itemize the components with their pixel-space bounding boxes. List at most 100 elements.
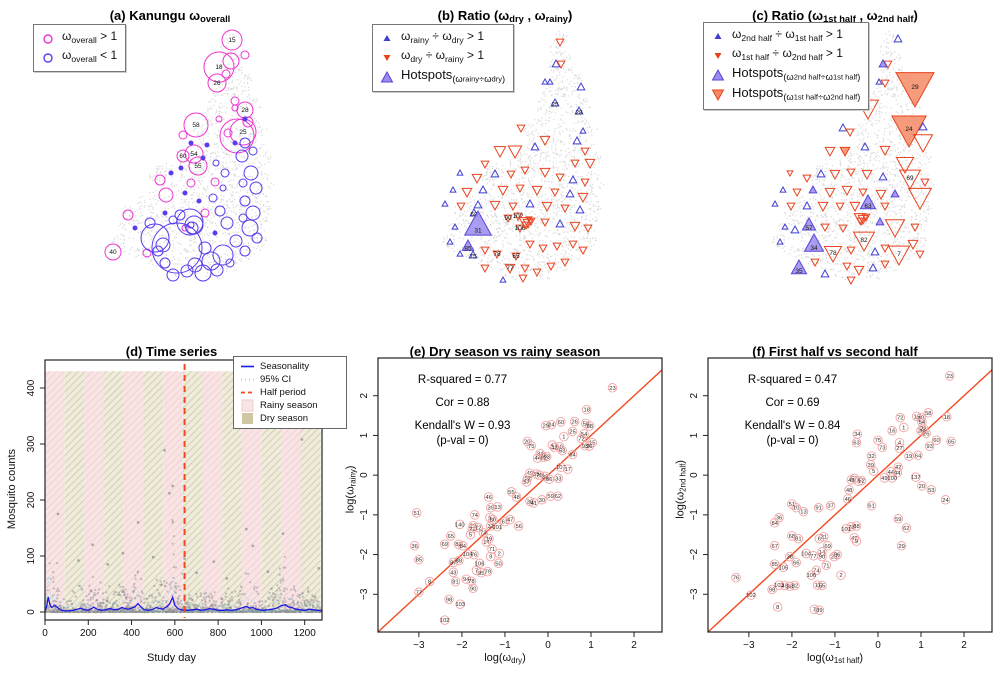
map-triangle <box>555 218 565 228</box>
map-triangle <box>790 258 808 275</box>
map-triangle <box>880 260 890 270</box>
scatter-point <box>525 496 535 507</box>
scatter-point-label: 69 <box>824 544 830 550</box>
map-bubble <box>239 137 251 149</box>
scatter-point <box>481 537 492 547</box>
scatter-point-label: 104 <box>801 551 811 557</box>
scatter-point <box>887 425 897 436</box>
scatter-point <box>473 522 484 533</box>
map-triangle <box>530 141 540 151</box>
map-triangle <box>463 209 493 236</box>
scatter-point <box>465 529 476 540</box>
kendalls-w-value: Kendall's W = 0.93 <box>414 420 511 432</box>
scatter-point <box>901 523 912 533</box>
map-triangle <box>480 264 490 274</box>
scatter-point-label: 3 <box>857 479 860 485</box>
scatter-point <box>563 464 573 474</box>
scatter-point <box>556 417 566 427</box>
map-triangle <box>880 244 890 254</box>
x-tick-label: −3 <box>413 640 425 651</box>
scatter-point <box>825 500 836 511</box>
map-triangle <box>538 244 548 254</box>
scatter-point-label: 94 <box>894 471 901 477</box>
map-triangle <box>786 170 794 178</box>
scatter-point <box>547 440 558 450</box>
scatter-point-label: 87 <box>450 561 456 567</box>
map-bubble <box>212 244 234 266</box>
plot-border <box>44 359 323 621</box>
map-bubble <box>183 112 209 138</box>
map-triangle <box>859 193 877 210</box>
map-triangle <box>456 168 464 176</box>
scatter-point <box>545 491 556 501</box>
scatter-point <box>806 570 817 580</box>
scatter-point-label: 75 <box>528 444 534 450</box>
scatter-point <box>500 516 510 527</box>
scatter-point-label: 84 <box>460 544 467 550</box>
scatter-point-label: 100 <box>887 476 897 482</box>
scatter-point <box>544 474 555 484</box>
legend-item: ωoverall > 1 <box>40 29 117 48</box>
scatter-point-label: 22 <box>470 524 476 530</box>
scatter-point-label: 68 <box>586 424 592 430</box>
x-tick-label: 1200 <box>294 628 317 639</box>
scatter-point-label: 7 <box>813 607 816 613</box>
scatter-point-label: 90 <box>470 586 476 592</box>
scatter-point-label: 36 <box>411 544 417 550</box>
scatter-point <box>485 521 496 531</box>
map-triangle <box>870 246 880 256</box>
scatter-point <box>851 521 862 531</box>
triangle-label: 31 <box>474 228 482 235</box>
red-down-triangle-icon <box>383 55 391 61</box>
map-triangle <box>555 173 565 183</box>
map-triangle <box>887 245 911 267</box>
outlier-point <box>281 532 285 535</box>
map-triangle <box>817 201 829 213</box>
map-triangle <box>907 187 933 211</box>
scatter-point-label: 106 <box>806 573 816 579</box>
map-bubble <box>194 264 212 282</box>
purple-hotspot-up-triangle-icon <box>711 68 725 81</box>
legend-item: 95% CI <box>240 373 340 386</box>
scatter-point-label: 40 <box>918 416 924 422</box>
half-period-dashed-line-icon <box>241 391 254 394</box>
triangle-label: 29 <box>911 84 919 91</box>
scatter-point-label: 35 <box>533 472 539 478</box>
map-triangle <box>580 178 590 188</box>
triangle-label: 63 <box>864 203 872 210</box>
scatter-point <box>791 502 801 513</box>
map-triangle <box>480 160 490 170</box>
scatter-point <box>812 580 823 590</box>
map-triangle <box>525 216 533 224</box>
scatter-point <box>886 467 896 477</box>
map-triangle <box>824 146 836 158</box>
scatter-point <box>462 549 473 559</box>
scatter-point <box>581 404 592 415</box>
legend-label: Rainy season <box>260 400 318 411</box>
scatter-point-label: 101 <box>492 525 502 531</box>
purple-hotspot-triangle-icon <box>380 70 394 83</box>
legend-item: Seasonality <box>240 360 340 373</box>
scatter-point <box>537 495 547 505</box>
scatter-point <box>790 580 800 591</box>
map-triangle <box>584 158 596 170</box>
identity-line <box>377 369 663 633</box>
x-tick-label: −1 <box>829 640 841 651</box>
scatter-point-label: 81 <box>452 580 458 586</box>
scatter-point-label: 81 <box>795 537 801 543</box>
scatter-point <box>492 522 502 532</box>
scatter-point <box>926 485 937 495</box>
map-bubble <box>180 264 194 278</box>
scatter-point-label: 58 <box>925 411 931 417</box>
map-bubble <box>200 155 206 161</box>
map-triangle <box>792 188 802 198</box>
map-triangle <box>846 276 856 286</box>
scatter-point <box>553 473 564 484</box>
scatter-point <box>814 533 825 544</box>
scatter-point-label: 69 <box>441 542 447 548</box>
outlier-point <box>244 527 248 531</box>
scatter-point-label: 72 <box>897 416 903 422</box>
dry-season-band <box>143 371 164 612</box>
map-triangle <box>895 72 935 109</box>
